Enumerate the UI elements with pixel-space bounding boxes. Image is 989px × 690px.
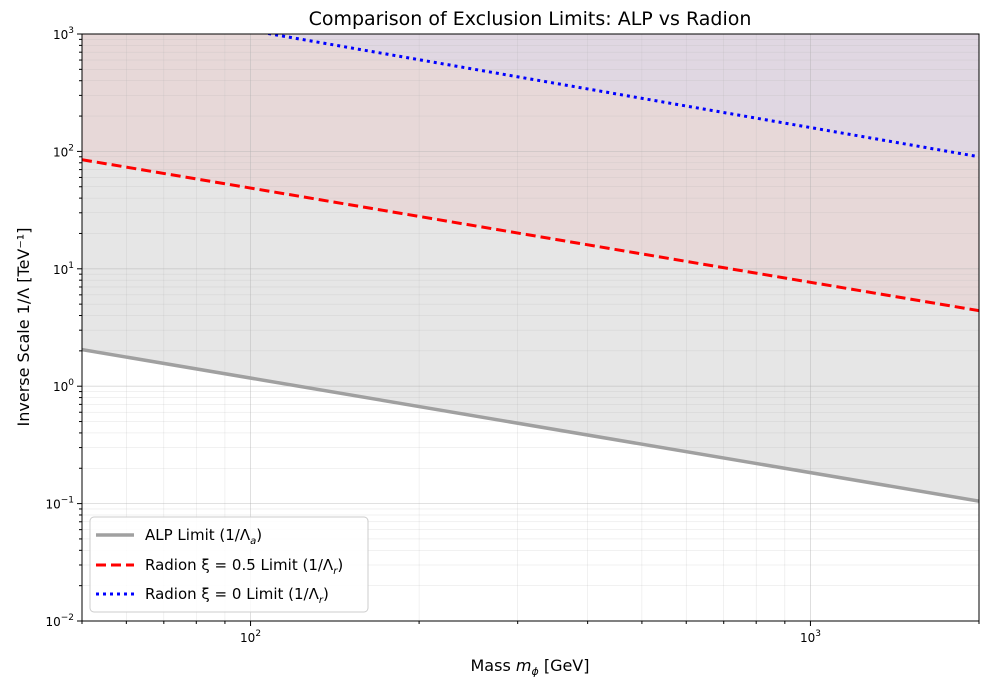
- y-tick-label: 100: [53, 378, 74, 394]
- y-tick-label: 102: [53, 143, 74, 159]
- exclusion-fill-alp: [82, 34, 979, 502]
- plot-frame: [81, 33, 980, 622]
- legend-label-alp: ALP Limit (1/Λa): [145, 526, 262, 547]
- legend-label-radion-xi-0: Radion ξ = 0 Limit (1/Λr): [145, 585, 329, 606]
- x-tick-label: 103: [800, 629, 821, 645]
- series-line-alp: [82, 347, 979, 503]
- exclusion-regions: [82, 34, 979, 502]
- y-tick-label: 10−1: [45, 496, 74, 512]
- legend-label-radion-xi-0-5: Radion ξ = 0.5 Limit (1/Λr): [145, 556, 343, 577]
- series-line-radion-xi-0: [261, 34, 979, 159]
- exclusion-fill-radion-xi-0: [82, 34, 979, 157]
- series-lines: [82, 34, 979, 503]
- y-tick-label: 101: [53, 261, 74, 277]
- exclusion-fill-radion-xi-0-5: [82, 34, 979, 311]
- y-tick-label: 103: [53, 26, 74, 42]
- y-tick-label: 10−2: [45, 613, 74, 629]
- series-line-radion-xi-0-5: [82, 158, 979, 313]
- axis-ticks: [77, 33, 980, 626]
- legend-box: [89, 516, 369, 613]
- chart-title: Comparison of Exclusion Limits: ALP vs R…: [309, 8, 752, 30]
- axis-tick-labels: 102 103 10−2 10−1 100 101 102 103: [45, 26, 821, 645]
- y-axis-title: Inverse Scale 1/Λ [TeV⁻¹]: [14, 228, 33, 427]
- legend: ALP Limit (1/Λa) Radion ξ = 0.5 Limit (1…: [89, 516, 369, 613]
- x-tick-label: 102: [240, 629, 261, 645]
- x-axis-title: Mass mϕ [GeV]: [471, 656, 590, 678]
